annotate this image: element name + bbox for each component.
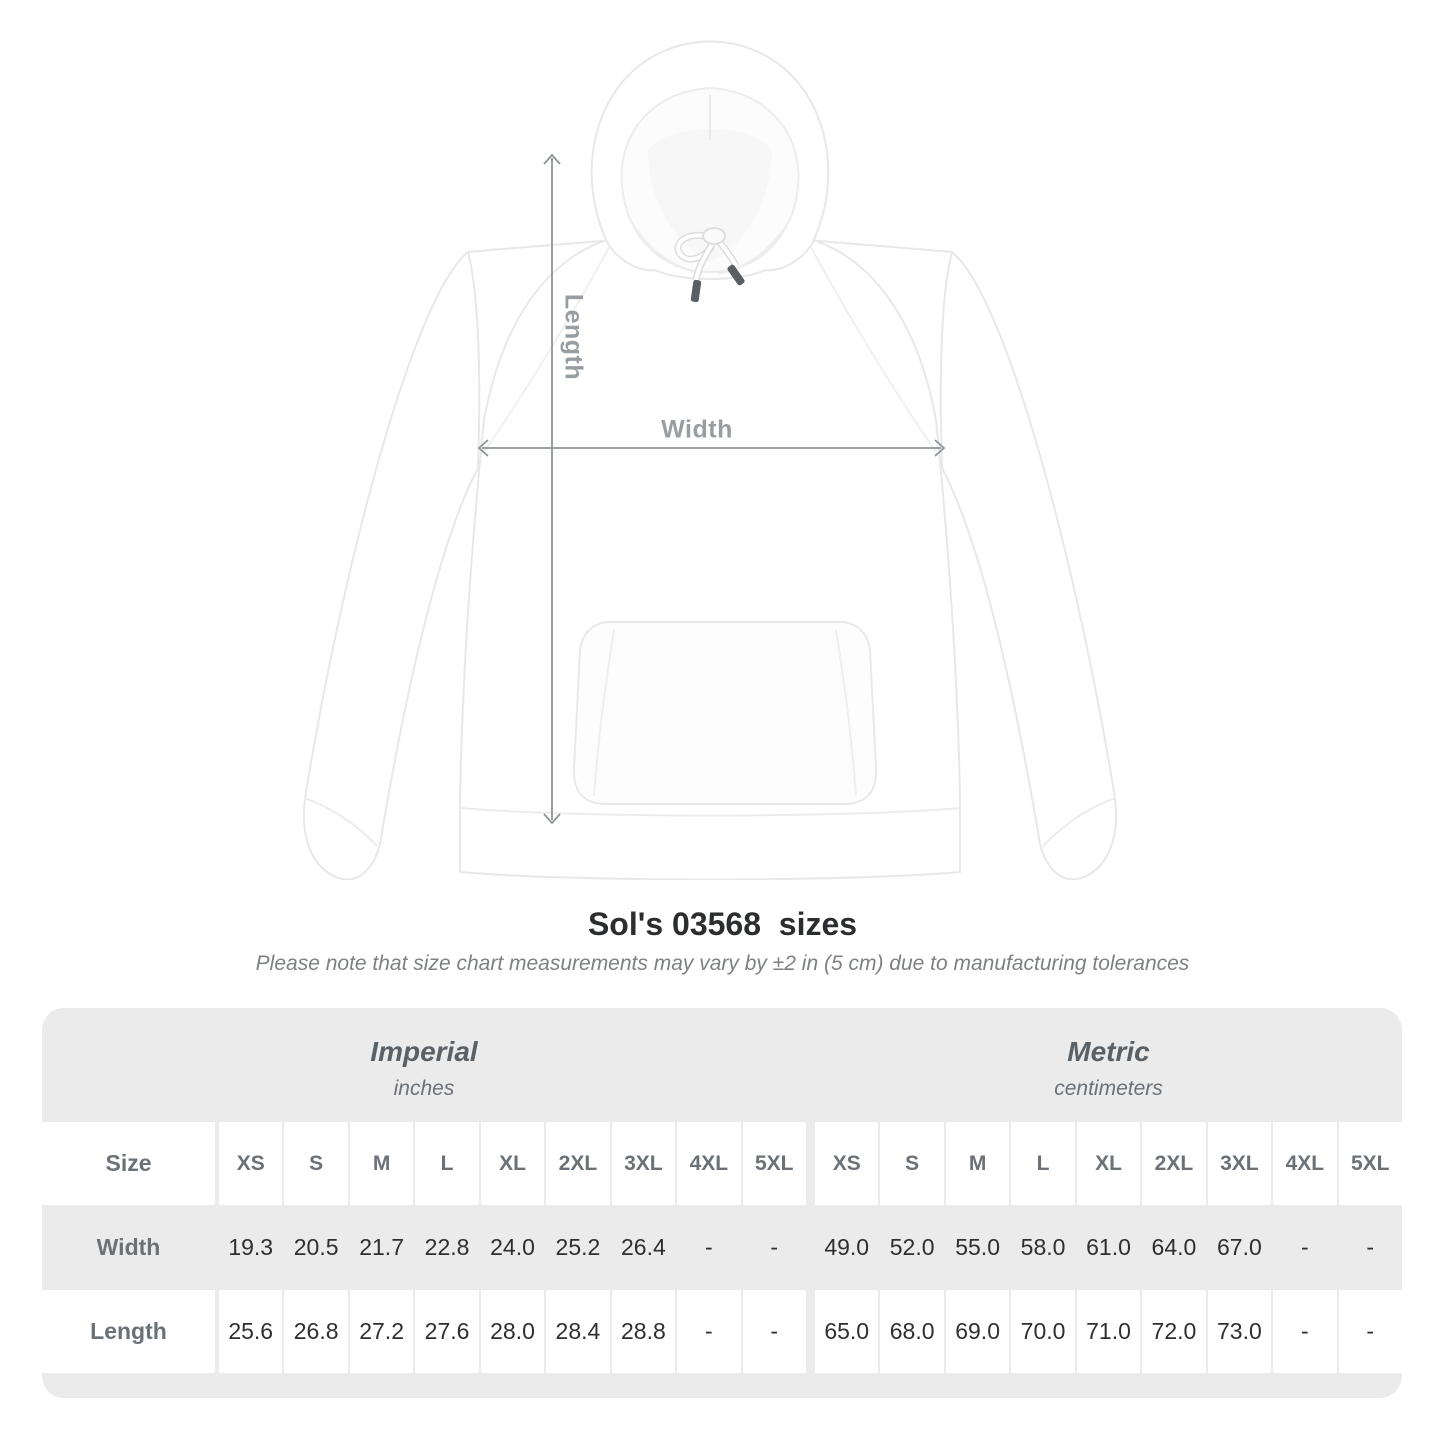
imperial-unit: inches [393, 1076, 455, 1100]
size-header-cell: XL [1076, 1122, 1141, 1205]
metric-unit: centimeters [1054, 1076, 1163, 1100]
length-value-cell: 25.6 [219, 1290, 283, 1373]
metric-title: Metric [1067, 1035, 1150, 1067]
size-header-cell: 2XL [546, 1122, 610, 1205]
length-value-cell: 28.4 [546, 1290, 610, 1373]
size-header-cell: 4XL [677, 1122, 741, 1205]
hoodie-hood-right-drape [717, 215, 793, 275]
size-header-cell: 2XL [1142, 1122, 1206, 1205]
width-value-cell: - [1338, 1205, 1402, 1290]
size-header-cell: S [880, 1122, 944, 1205]
imperial-title: Imperial [370, 1035, 478, 1067]
size-header-cell: XL [480, 1122, 545, 1205]
section-gap [808, 1290, 813, 1373]
width-value-cell: 21.7 [349, 1205, 414, 1290]
width-value-cell: 25.2 [546, 1205, 610, 1290]
hoodie-left-shoulder-seam [467, 239, 613, 253]
sizes-header-row: Size XS S M L XL 2XL 3XL 4XL 5XL XS S M L XL 2XL 3XL 4XL… [42, 1122, 1402, 1205]
drawstring-aglet-right [727, 264, 745, 286]
length-value-cell: 28.8 [611, 1290, 676, 1373]
size-header-cell: XS [814, 1122, 879, 1205]
size-corner-label: Size [42, 1122, 215, 1205]
length-value-cell: 71.0 [1076, 1290, 1141, 1373]
metric-section-header: Metric centimeters [815, 1008, 1402, 1122]
length-value-cell: 65.0 [814, 1290, 879, 1373]
length-value-cell: - [677, 1290, 741, 1373]
hoodie-left-sleeve [302, 250, 481, 880]
width-value-cell: 52.0 [880, 1205, 944, 1290]
hoodie-right-shoulder-seam [807, 239, 953, 253]
hoodie-illustration [302, 40, 1118, 880]
length-value-cell: 69.0 [945, 1290, 1010, 1373]
unit-header-row: Imperial inches Metric centimeters [42, 1008, 1402, 1122]
length-value-cell: 73.0 [1207, 1290, 1272, 1373]
size-chart-table: Imperial inches Metric centimeters Size … [42, 1008, 1402, 1398]
size-header-cell: S [284, 1122, 348, 1205]
length-value-cell: 68.0 [880, 1290, 944, 1373]
width-row: Width 19.3 20.5 21.7 22.8 24.0 25.2 26.4- -49.0… [42, 1205, 1402, 1290]
hoodie-left-raglan-seam [483, 241, 613, 453]
size-header-cell: 3XL [1207, 1122, 1272, 1205]
size-header-cell: 3XL [611, 1122, 676, 1205]
length-value-cell: - [1273, 1290, 1337, 1373]
size-header-cell: XS [219, 1122, 283, 1205]
length-row: Length 25.6 26.8 27.2 27.6 28.0 28.4 28.8- -65.… [42, 1290, 1402, 1373]
width-value-cell: 55.0 [945, 1205, 1010, 1290]
size-header-cell: L [1011, 1122, 1075, 1205]
size-header-cell: L [415, 1122, 479, 1205]
length-dimension-label: Length [559, 293, 588, 381]
size-header-cell: 5XL [1338, 1122, 1402, 1205]
hoodie-pocket [572, 621, 878, 805]
width-row-label: Width [42, 1205, 215, 1290]
length-value-cell: 26.8 [284, 1290, 348, 1373]
size-header-cell: M [349, 1122, 414, 1205]
length-value-cell: - [742, 1290, 806, 1373]
hoodie-pocket-right-opening [835, 629, 857, 797]
tolerance-note: Please note that size chart measurements… [255, 952, 1190, 975]
size-header-cell: 4XL [1273, 1122, 1337, 1205]
section-gap [808, 1122, 813, 1205]
width-value-cell: 58.0 [1011, 1205, 1075, 1290]
hoodie-pocket-left-opening [593, 629, 615, 797]
length-value-cell: 70.0 [1011, 1290, 1075, 1373]
imperial-section-header: Imperial inches [42, 1008, 806, 1122]
drawstring-aglet-left [690, 279, 702, 303]
width-value-cell: 22.8 [415, 1205, 479, 1290]
length-value-cell: 27.6 [415, 1290, 479, 1373]
page-title: Sol's 03568 sizes [587, 906, 858, 942]
length-value-cell: 27.2 [349, 1290, 414, 1373]
width-value-cell: 64.0 [1142, 1205, 1206, 1290]
width-value-cell: 20.5 [284, 1205, 348, 1290]
width-value-cell: - [677, 1205, 741, 1290]
width-value-cell: - [742, 1205, 806, 1290]
hoodie-right-sleeve [939, 250, 1118, 880]
length-value-cell: - [1338, 1290, 1402, 1373]
width-value-cell: 49.0 [814, 1205, 879, 1290]
hoodie-hem-seam [459, 807, 961, 817]
width-value-cell: 61.0 [1076, 1205, 1141, 1290]
length-value-cell: 28.0 [480, 1290, 545, 1373]
width-dimension-label: Width [661, 415, 733, 444]
size-header-cell: M [945, 1122, 1010, 1205]
hoodie-hood-inner-back [648, 129, 772, 262]
length-row-label: Length [42, 1290, 215, 1373]
width-value-cell: - [1273, 1205, 1337, 1290]
width-value-cell: 24.0 [480, 1205, 545, 1290]
hoodie-left-cuff-seam [303, 797, 378, 847]
hoodie-drawstrings [674, 227, 745, 303]
hoodie-right-raglan-seam [807, 241, 937, 453]
width-value-cell: 19.3 [219, 1205, 283, 1290]
hoodie-right-cuff-seam [1042, 797, 1117, 847]
width-value-cell: 67.0 [1207, 1205, 1272, 1290]
size-header-cell: 5XL [742, 1122, 806, 1205]
hoodie-hood-left-drape [627, 215, 703, 275]
length-value-cell: 72.0 [1142, 1290, 1206, 1373]
width-value-cell: 26.4 [611, 1205, 676, 1290]
section-gap [808, 1205, 813, 1290]
